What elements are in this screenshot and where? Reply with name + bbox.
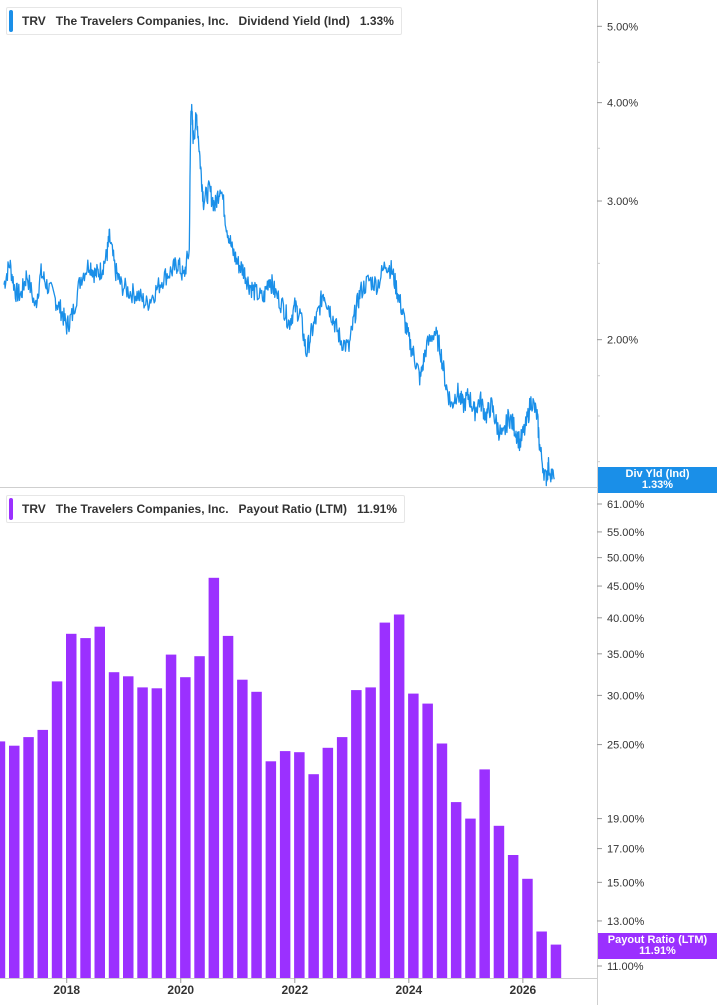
payout-bar: [237, 679, 248, 978]
dividend-yield-legend[interactable]: TRV The Travelers Companies, Inc. Divide…: [6, 7, 402, 35]
y-tick-label: 61.00%: [607, 499, 645, 511]
payout-bar: [536, 931, 547, 978]
payout-bar: [123, 676, 134, 978]
legend-company: The Travelers Companies, Inc.: [55, 14, 229, 28]
payout-bar: [294, 752, 305, 978]
y-tick-label: 17.00%: [607, 844, 645, 856]
payout-bar: [336, 737, 348, 978]
y-tick-label: 5.00%: [607, 21, 638, 33]
payout-bar: [222, 635, 234, 978]
payout-bar: [493, 825, 505, 978]
payout-bar: [279, 751, 291, 978]
y-tick-label: 3.00%: [607, 196, 638, 208]
payout-bar: [550, 944, 562, 978]
y-tick-label: 2.00%: [607, 335, 638, 347]
tag-value: 1.33%: [641, 479, 674, 492]
payout-bar: [80, 638, 91, 978]
legend-ticker: TRV: [22, 502, 46, 516]
payout-bar: [450, 802, 462, 978]
yield-line-layer: [3, 103, 555, 487]
legend-value: 1.33%: [359, 14, 394, 28]
dividend-yield-swatch: [9, 10, 13, 32]
legend-metric: Payout Ratio (LTM): [238, 502, 347, 516]
payout-bar: [507, 855, 519, 978]
y-tick-label: 4.00%: [607, 98, 638, 110]
x-tick-label: 2026: [510, 983, 537, 997]
payout-bar: [436, 743, 448, 978]
payout-bar: [194, 656, 205, 978]
y-tick-label: 15.00%: [607, 877, 645, 889]
payout-ratio-value-tag: Payout Ratio (LTM) 11.91%: [598, 932, 717, 959]
payout-bar: [108, 672, 120, 978]
payout-bar: [37, 729, 48, 978]
payout-bar: [251, 691, 262, 978]
payout-bar: [465, 818, 476, 978]
payout-bar: [393, 614, 405, 978]
payout-bar: [9, 745, 20, 978]
y-tick-label: 13.00%: [607, 916, 645, 928]
legend-value: 11.91%: [356, 502, 398, 516]
legend-metric: Dividend Yield (Ind): [238, 14, 350, 28]
payout-ratio-swatch: [9, 498, 13, 520]
payout-bar: [94, 626, 105, 978]
payout-bar: [265, 761, 277, 978]
legend-company: The Travelers Companies, Inc.: [55, 502, 229, 516]
payout-bar-layer: [0, 577, 562, 978]
dividend-yield-line: [3, 103, 555, 487]
payout-bar: [365, 687, 376, 978]
payout-bar: [308, 774, 319, 978]
x-tick-label: 2022: [281, 983, 308, 997]
payout-ratio-legend[interactable]: TRV The Travelers Companies, Inc. Payout…: [6, 495, 406, 523]
payout-bar: [66, 633, 77, 978]
payout-bar: [408, 693, 419, 978]
y-tick-label: 30.00%: [607, 690, 645, 702]
payout-bar: [322, 747, 334, 978]
payout-bar: [479, 769, 490, 978]
payout-bar: [351, 690, 362, 978]
tag-value: 11.91%: [639, 944, 676, 957]
payout-bar: [0, 741, 6, 978]
payout-bar: [151, 688, 163, 978]
payout-bar: [180, 677, 191, 978]
y-tick-label: 55.00%: [607, 527, 645, 539]
x-tick-label: 2020: [167, 983, 194, 997]
payout-bar: [422, 703, 433, 978]
y-tick-label: 11.00%: [607, 961, 644, 973]
y-tick-label: 25.00%: [607, 740, 645, 752]
payout-bar: [51, 681, 63, 978]
payout-bar: [165, 654, 177, 978]
dividend-yield-value-tag: Div Yld (Ind) 1.33%: [598, 467, 717, 494]
x-tick-label: 2024: [395, 983, 422, 997]
payout-bar: [208, 577, 220, 978]
x-tick-label: 2018: [53, 983, 80, 997]
y-tick-label: 35.00%: [607, 649, 645, 661]
y-tick-label: 19.00%: [607, 814, 645, 826]
payout-bar: [522, 878, 533, 978]
payout-bar: [379, 622, 391, 978]
tag-label: Div Yld (Ind): [625, 468, 690, 481]
payout-bar: [23, 737, 34, 978]
y-tick-label: 50.00%: [607, 553, 645, 565]
payout-bar: [137, 687, 148, 978]
y-tick-label: 40.00%: [607, 613, 645, 625]
tag-label: Payout Ratio (LTM): [607, 933, 708, 946]
legend-ticker: TRV: [22, 14, 46, 28]
y-tick-label: 45.00%: [607, 581, 645, 593]
